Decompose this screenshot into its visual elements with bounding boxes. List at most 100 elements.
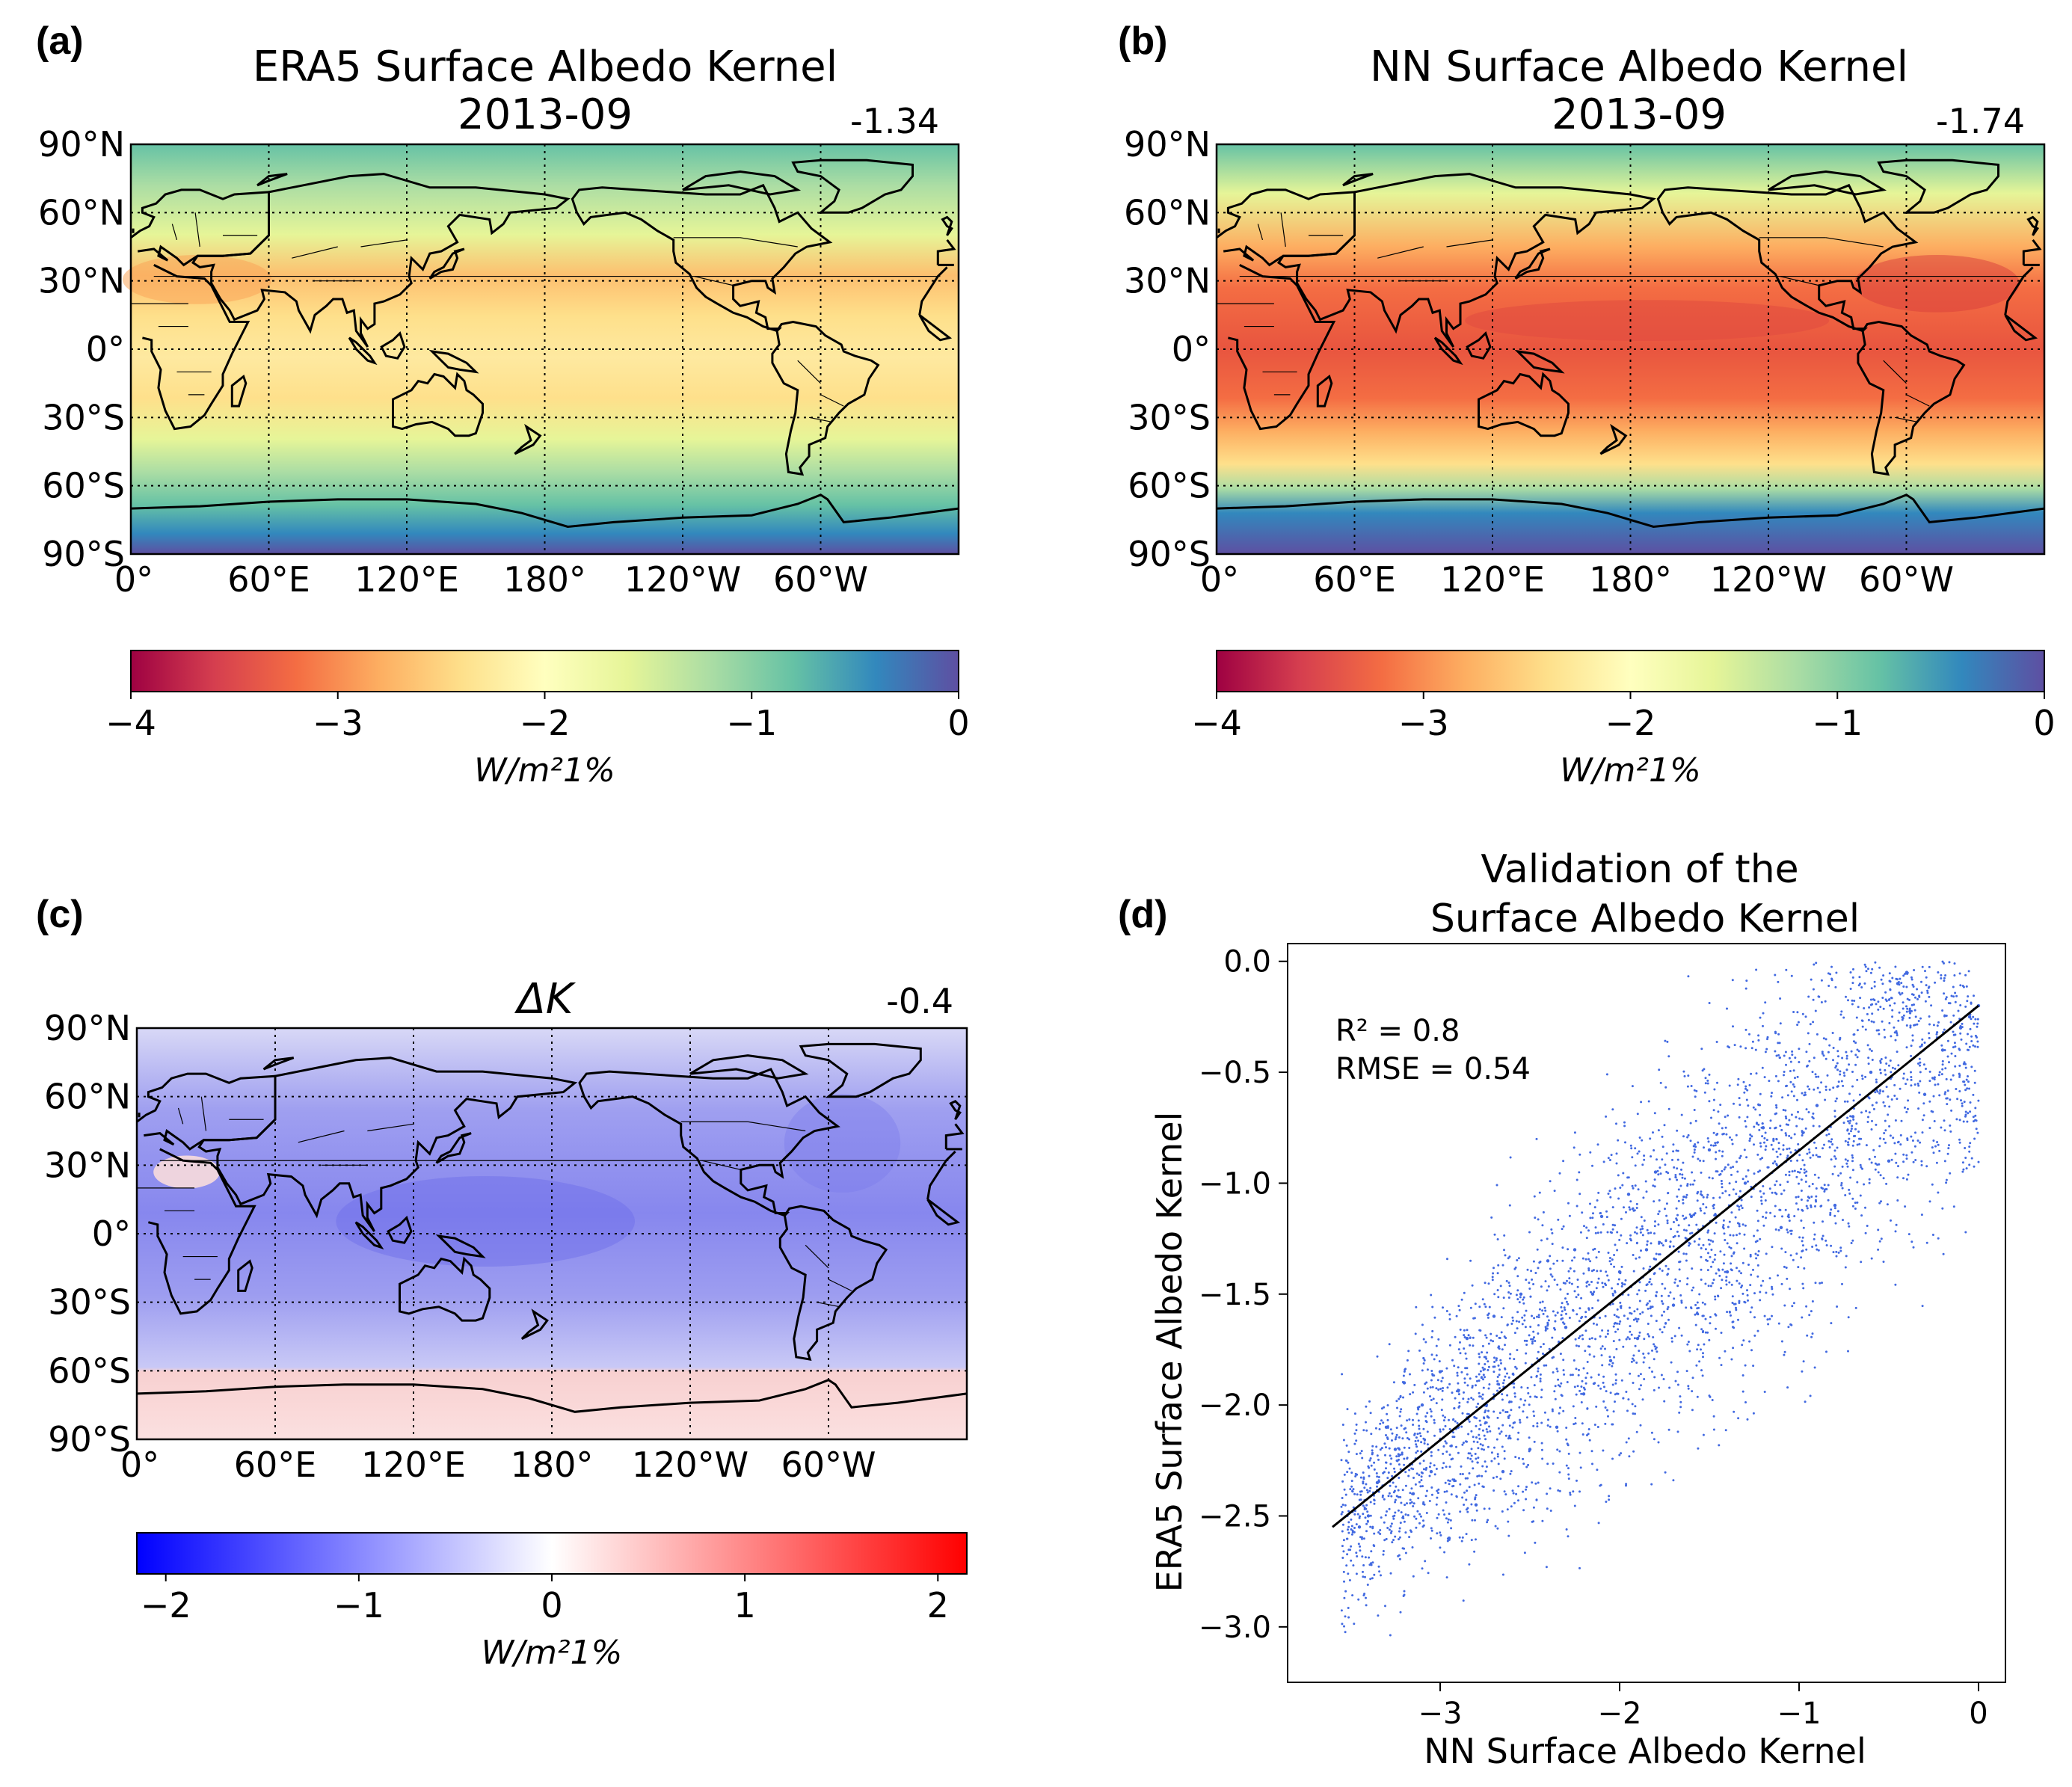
scatter-point [1461, 1412, 1464, 1415]
scatter-point [1451, 1359, 1454, 1362]
scatter-point [1442, 1452, 1445, 1455]
scatter-point [1852, 1118, 1855, 1121]
scatter-point [1910, 1045, 1913, 1048]
scatter-point [1800, 1190, 1803, 1192]
scatter-point [1500, 1331, 1503, 1334]
scatter-point [1496, 1455, 1499, 1458]
scatter-point [1735, 1193, 1738, 1196]
scatter-plot: −3 −2 −1 00.0−0.5−1.0−1.5−2.0−2.5−3.0 [1199, 943, 2006, 1731]
scatter-point [1350, 1533, 1353, 1536]
scatter-point [1875, 1029, 1878, 1032]
scatter-point [1842, 1122, 1845, 1125]
coastline-asia [191, 173, 571, 348]
scatter-point [1945, 1077, 1948, 1080]
scatter-point [1347, 1528, 1349, 1531]
scatter-point [1759, 1016, 1762, 1019]
scatter-point [1973, 1069, 1976, 1072]
scatter-point [1392, 1381, 1395, 1384]
scatter-point [1701, 1069, 1704, 1072]
scatter-point [1507, 1282, 1510, 1284]
scatter-point [1614, 1321, 1617, 1324]
scatter-point [1721, 1182, 1724, 1185]
scatter-point [1919, 1071, 1922, 1074]
scatter-point [1736, 1267, 1738, 1270]
scatter-point [1554, 1385, 1557, 1388]
scatter-point [1847, 1350, 1849, 1353]
scatter-point [1677, 1188, 1680, 1191]
scatter-point [1644, 1289, 1647, 1292]
scatter-point [1399, 1522, 1402, 1525]
scatter-point [1926, 989, 1929, 992]
scatter-point [1875, 1080, 1878, 1083]
scatter-point [1712, 1203, 1715, 1206]
scatter-point [1905, 1157, 1908, 1160]
coastline-sumatra [348, 336, 378, 366]
scatter-point [1572, 1309, 1575, 1312]
scatter-point [1874, 1155, 1876, 1158]
scatter-point [1661, 1314, 1664, 1317]
scatter-point [1530, 1338, 1533, 1341]
scatter-point [1515, 1294, 1518, 1297]
scatter-point [1352, 1564, 1355, 1567]
scatter-point [1537, 1350, 1540, 1353]
scatter-point [1907, 1099, 1910, 1102]
lat-tick-label: 60°S [48, 1350, 131, 1391]
colorbar-tick-label: 1 [734, 1585, 755, 1625]
scatter-point [1904, 973, 1907, 975]
scatter-point [1916, 988, 1919, 991]
scatter-point [1575, 1178, 1578, 1181]
scatter-point [1824, 1038, 1827, 1041]
scatter-point [1392, 1481, 1395, 1484]
scatter-point [1479, 1329, 1482, 1332]
scatter-point [1702, 1160, 1705, 1163]
scatter-point [1514, 1365, 1517, 1368]
scatter-point [1743, 1181, 1747, 1185]
scatter-point [1677, 1199, 1680, 1202]
scatter-point [1872, 1107, 1875, 1110]
coastline-japan [1514, 247, 1551, 280]
scatter-point [1641, 1311, 1644, 1314]
scatter-point [1804, 1181, 1807, 1183]
scatter-point [1718, 1356, 1721, 1359]
scatter-point [1481, 1444, 1484, 1447]
scatter-point [1865, 1144, 1868, 1147]
scatter-point [1412, 1424, 1415, 1426]
scatter-point [1712, 1207, 1715, 1210]
scatter-point [1385, 1537, 1388, 1540]
scatter-point [1398, 1538, 1400, 1541]
scatter-point [1893, 1083, 1896, 1086]
scatter-point [1896, 1176, 1899, 1179]
scatter-point [1608, 1359, 1613, 1362]
scatter-point [1967, 1075, 1969, 1077]
scatter-point [1624, 1279, 1627, 1282]
scatter-point [1744, 987, 1747, 990]
scatter-point [1475, 1417, 1478, 1420]
scatter-point [1467, 1334, 1470, 1337]
scatter-point [1848, 1225, 1851, 1228]
scatter-point [1724, 1190, 1727, 1193]
scatter-point [1653, 1388, 1656, 1391]
scatter-point [1739, 1190, 1741, 1193]
scatter-point [1791, 1050, 1794, 1053]
scatter-point [1503, 1234, 1506, 1237]
scatter-point [1615, 1347, 1618, 1350]
scatter-point [1640, 1249, 1642, 1252]
scatter-point [1854, 1134, 1857, 1137]
scatter-point [1635, 1317, 1637, 1320]
scatter-point [1841, 1165, 1844, 1168]
scatter-point [1380, 1407, 1383, 1410]
scatter-point [1967, 1015, 1972, 1019]
scatter-point [1448, 1454, 1451, 1457]
lon-tick-label: 0° [120, 1445, 159, 1485]
scatter-point [1921, 1305, 1924, 1308]
scatter-point [1384, 1605, 1386, 1608]
scatter-point [1667, 1192, 1670, 1195]
scatter-point [1561, 1310, 1564, 1313]
scatter-point [1756, 1254, 1759, 1257]
scatter-point [1875, 1003, 1878, 1006]
scatter-point [1703, 1343, 1706, 1346]
scatter-point [1731, 979, 1734, 982]
scatter-point [1827, 1051, 1830, 1054]
scatter-point [1920, 1045, 1923, 1048]
scatter-point [1373, 1502, 1376, 1505]
